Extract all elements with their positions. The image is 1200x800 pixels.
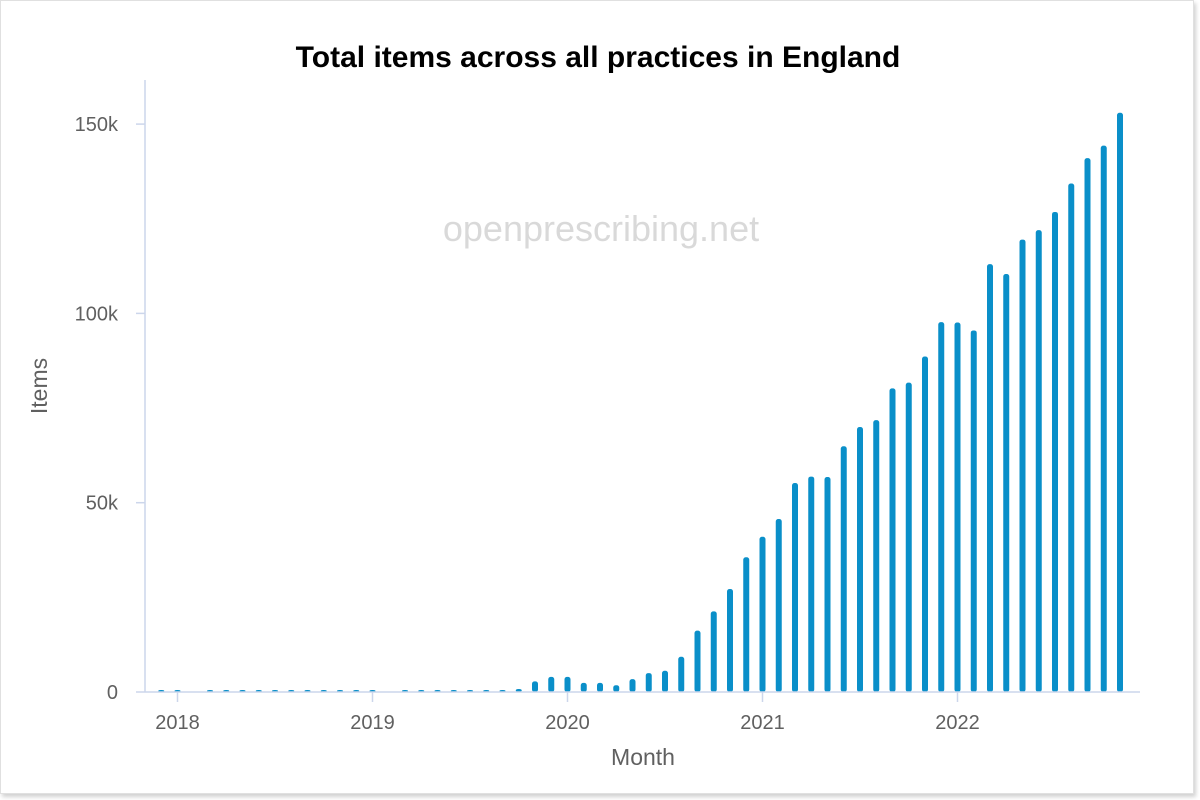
bar-2021-03[interactable]	[792, 483, 798, 692]
bar-2021-08[interactable]	[873, 420, 880, 692]
bar-2019-12[interactable]	[548, 676, 555, 692]
chart-title: Total items across all practices in Engl…	[296, 41, 901, 74]
bar-2021-06[interactable]	[840, 446, 847, 692]
bar-2020-11[interactable]	[727, 589, 733, 692]
bar-2021-12[interactable]	[938, 322, 945, 692]
bar-2021-05[interactable]	[824, 476, 831, 692]
bar-2020-10[interactable]	[710, 611, 717, 692]
bar-2020-06[interactable]	[645, 673, 652, 692]
bar-2021-04[interactable]	[808, 476, 815, 692]
bar-2022-06[interactable]	[1035, 230, 1042, 693]
bars-group	[158, 112, 1123, 693]
y-tick-label: 150k	[75, 114, 119, 136]
x-tick-label: 2018	[155, 712, 200, 734]
bar-2021-07[interactable]	[857, 426, 863, 692]
x-tick-label: 2022	[935, 712, 980, 734]
x-axis-title: Month	[611, 744, 675, 770]
x-tick-label: 2020	[545, 712, 590, 734]
bar-2020-04[interactable]	[613, 685, 620, 692]
x-tick-label: 2019	[350, 712, 395, 734]
bar-2021-11[interactable]	[922, 356, 928, 692]
y-ticks-group: 0 50k 100k 150k	[75, 114, 145, 704]
y-tick-label: 100k	[75, 303, 119, 325]
x-tick-label: 2021	[740, 712, 785, 734]
bar-2022-05[interactable]	[1019, 239, 1026, 692]
bar-2020-03[interactable]	[597, 682, 603, 692]
bar-2020-09[interactable]	[694, 630, 701, 692]
bar-2020-12[interactable]	[743, 557, 750, 692]
y-tick-label: 50k	[86, 493, 119, 515]
bar-2020-07[interactable]	[662, 670, 668, 692]
bar-2022-07[interactable]	[1052, 211, 1058, 692]
bar-2020-08[interactable]	[678, 656, 685, 692]
bar-2022-04[interactable]	[1003, 274, 1010, 692]
y-tick-label: 0	[107, 682, 118, 704]
bar-2020-01[interactable]	[564, 676, 571, 692]
bar-2022-02[interactable]	[970, 330, 977, 692]
bar-2022-08[interactable]	[1068, 183, 1075, 693]
watermark-text: openprescribing.net	[443, 208, 759, 249]
bar-2022-11[interactable]	[1117, 112, 1123, 693]
bar-2022-10[interactable]	[1100, 145, 1107, 692]
bar-2021-01[interactable]	[759, 536, 766, 692]
bar-2021-09[interactable]	[889, 388, 896, 692]
bar-2021-10[interactable]	[905, 382, 912, 692]
bar-2020-05[interactable]	[629, 679, 636, 692]
x-ticks-group: 2018 2019 2020 2021 2022	[155, 692, 980, 734]
bar-2019-11[interactable]	[532, 681, 538, 692]
bar-2022-09[interactable]	[1084, 158, 1091, 693]
y-axis-title: Items	[26, 358, 52, 414]
bar-2022-01[interactable]	[954, 322, 961, 692]
bar-2020-02[interactable]	[580, 682, 587, 692]
bar-2022-03[interactable]	[987, 264, 993, 692]
bar-2021-02[interactable]	[775, 518, 782, 692]
bar-2019-10[interactable]	[515, 688, 522, 692]
